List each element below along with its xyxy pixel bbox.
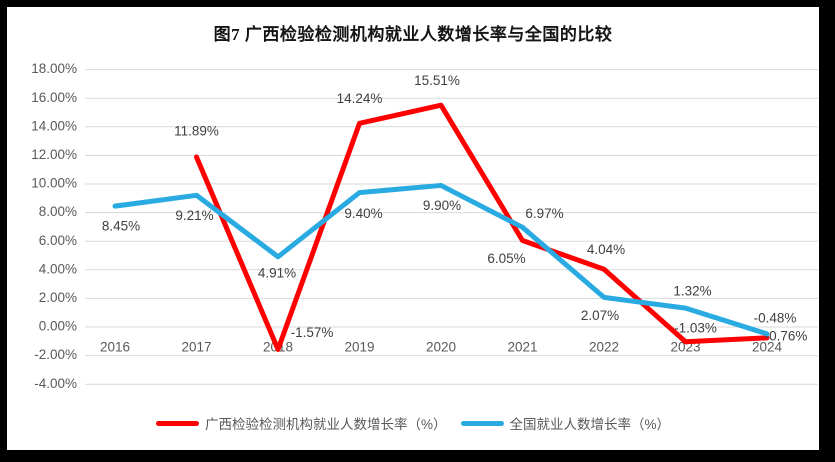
legend-line-swatch-1 — [460, 420, 504, 426]
y-tick-label: 18.00% — [31, 61, 77, 76]
legend-item-0: 广西检验检测机构就业人数增长率（%） — [155, 413, 447, 433]
chart-title: 图7 广西检验检测机构就业人数增长率与全国的比较 — [213, 25, 613, 44]
data-label: 6.97% — [525, 206, 563, 221]
y-tick-label: 6.00% — [39, 233, 77, 248]
y-tick-label: -4.00% — [34, 376, 77, 391]
y-tick-label: 10.00% — [31, 176, 77, 191]
data-label: 9.40% — [344, 206, 382, 221]
data-label: -0.76% — [765, 328, 808, 343]
x-category-label: 2024 — [752, 340, 783, 355]
chart-canvas: 图7 广西检验检测机构就业人数增长率与全国的比较 18.00% 16.00% 14.… — [7, 7, 819, 450]
data-label: 2.07% — [581, 308, 619, 323]
data-label: 4.04% — [587, 242, 625, 257]
data-label: 9.90% — [423, 198, 461, 213]
x-category-label: 2017 — [181, 340, 211, 355]
legend-label-1: 全国就业人数增长率（%） — [509, 417, 671, 432]
data-label: -1.57% — [291, 325, 334, 340]
y-tick-label: 2.00% — [39, 290, 77, 305]
y-tick-label: 4.00% — [39, 261, 77, 276]
y-tick-label: 0.00% — [39, 319, 77, 334]
data-label: 14.24% — [337, 91, 383, 106]
x-category-label: 2020 — [426, 340, 456, 355]
y-tick-label: 12.00% — [31, 147, 77, 162]
data-label: 1.32% — [673, 284, 711, 299]
data-label: 6.05% — [487, 251, 525, 266]
x-category-label: 2016 — [100, 340, 130, 355]
legend-item-1: 全国就业人数增长率（%） — [460, 413, 671, 433]
series-line-1 — [112, 182, 770, 337]
x-category-label: 2019 — [344, 340, 374, 355]
series-line-0 — [194, 102, 770, 352]
legend-label-0: 广西检验检测机构就业人数增长率（%） — [204, 417, 447, 432]
legend: 广西检验检测机构就业人数增长率（%） 全国就业人数增长率（%） — [7, 413, 819, 433]
data-label: 11.89% — [174, 124, 219, 139]
y-tick-label: 8.00% — [39, 204, 77, 219]
data-label: -0.48% — [754, 310, 797, 325]
data-label: 4.91% — [258, 265, 296, 280]
data-label: 8.45% — [102, 219, 140, 234]
y-tick-label: 16.00% — [31, 90, 77, 105]
x-category-label: 2022 — [589, 340, 619, 355]
y-tick-label: -2.00% — [34, 347, 77, 362]
data-label: 9.21% — [175, 208, 213, 223]
legend-line-swatch-0 — [155, 420, 199, 426]
line-chart: 18.00% 16.00% 14.00% 12.00% 10.00% 8.00% 6.00%… — [31, 61, 818, 391]
data-label: 15.51% — [414, 73, 460, 88]
x-category-label: 2021 — [507, 340, 537, 355]
y-tick-label: 14.00% — [31, 118, 77, 133]
data-label: -1.03% — [674, 320, 717, 335]
